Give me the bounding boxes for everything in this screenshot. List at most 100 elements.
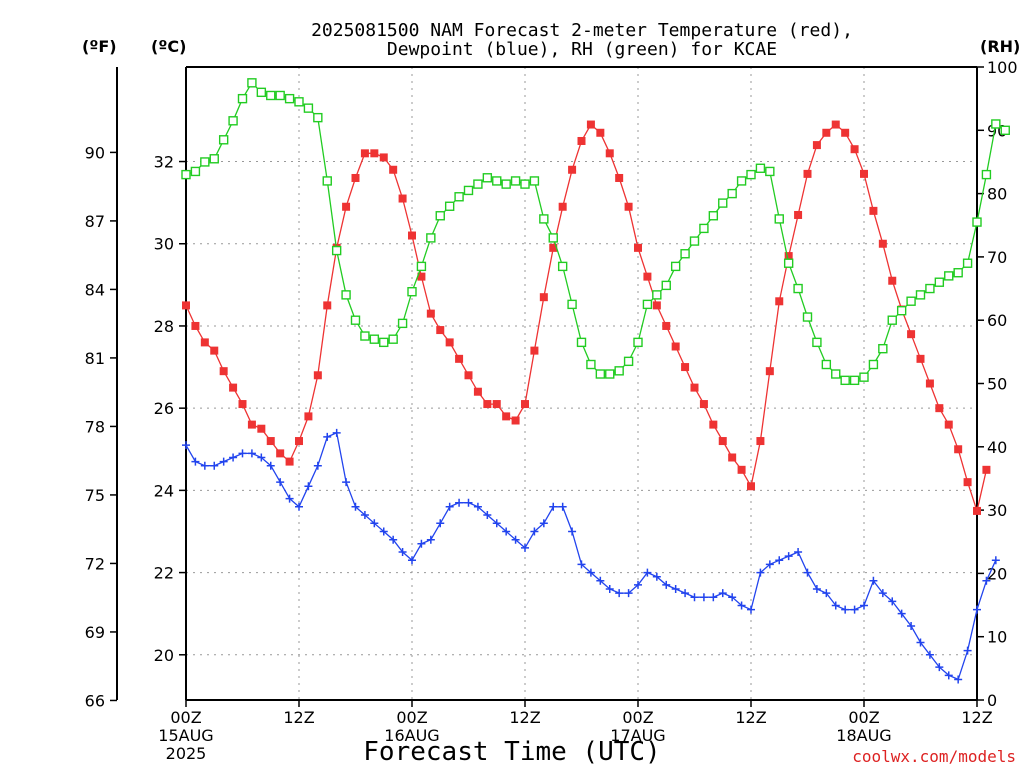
dewpoint-point [502,527,511,536]
temperature-point [982,465,991,474]
dewpoint-point [473,502,482,511]
temperature-point [389,165,398,174]
time-tick-label: 12Z [283,708,314,727]
rh-unit-label: (RH) [980,37,1020,56]
dewpoint-point [860,601,868,610]
rh-point [859,372,869,382]
rh-point [652,290,662,300]
rh-point [605,369,615,379]
temperature-point [709,420,718,429]
temperature-point [935,404,944,413]
rh-point [294,97,304,107]
dewpoint-point [238,449,247,458]
rh-point [699,223,709,234]
temperature-point [841,128,850,137]
temperature-point [615,173,624,182]
dewpoint-series [182,428,1000,684]
rh-point [247,78,257,88]
rh-point [444,201,455,211]
dewpoint-point [511,535,520,544]
time-tick-label: 00Z [622,708,653,727]
rh-point [689,236,700,246]
rh-point [586,359,596,370]
temperature-point [473,387,482,396]
rh-point [727,188,737,199]
dewpoint-point [191,457,200,466]
rh-point [680,249,690,259]
dewpoint-point [313,461,322,470]
dewpoint-point [963,646,972,655]
rh-point [802,312,813,322]
dewpoint-point [935,663,944,672]
temperature-point [219,367,228,376]
rh-point [623,356,634,367]
rh-point [284,93,295,104]
temperature-point [342,202,351,211]
dewpoint-point [304,482,313,491]
dewpoint-point [276,478,285,487]
dewpoint-point [266,461,275,470]
dewpoint-point [483,511,492,520]
temperature-point [200,338,209,347]
rh-line [185,81,1006,381]
chart-title-line2: Dewpoint (blue), RH (green) for KCAE [387,39,777,60]
fahrenheit-tick-label: 72 [85,554,105,573]
rh-point [567,299,577,310]
temperature-series [182,120,991,515]
temperature-point [436,326,445,335]
dewpoint-point [991,556,1000,565]
dewpoint-point [219,457,228,466]
temperature-point [690,383,699,392]
rh-point [661,280,671,291]
dewpoint-point [332,428,341,437]
fahrenheit-tick-label: 81 [85,349,105,368]
rh-point [313,112,323,123]
rh-point [510,176,521,186]
rh-point [755,163,766,173]
celsius-tick-label: 30 [154,235,174,254]
rh-point [718,198,728,208]
temperature-point [182,301,190,310]
year-tick-label: 2025 [166,744,207,763]
rh-point [454,192,464,202]
dewpoint-point [323,432,332,441]
rh-point [576,337,587,348]
temperature-point [756,437,765,446]
dewpoint-point [521,543,529,552]
dewpoint-point [737,601,746,610]
grid-lines [186,67,977,700]
temperature-point [502,412,511,421]
dewpoint-point [596,576,605,585]
rh-point [557,261,568,272]
rh-point [831,369,841,379]
rh-point [670,261,681,272]
time-tick-label: 00Z [848,708,879,727]
temperature-point [238,400,247,409]
dewpoint-point [624,589,633,598]
rh-tick-label: 70 [987,248,1007,267]
temperature-point [247,420,256,429]
rh-tick-label: 80 [987,185,1007,204]
rh-point [473,179,483,189]
dewpoint-point [803,568,812,577]
dewpoint-point [794,548,803,557]
temperature-point [360,149,369,158]
dewpoint-point [784,552,793,561]
temperature-point [351,173,360,182]
temperature-point [634,243,642,252]
dewpoint-point [709,593,718,602]
temperature-point [276,449,285,458]
dewpoint-point [464,498,473,507]
dewpoint-point [850,605,859,614]
rh-point [953,268,963,278]
temperature-point [426,309,435,318]
dewpoint-point [699,593,708,602]
fahrenheit-tick-label: 87 [85,212,105,231]
temperature-point [379,153,388,162]
date-tick-label: 15AUG [158,726,213,745]
rh-point [539,214,549,224]
rh-point [266,90,276,101]
rh-point [614,366,624,376]
dewpoint-point [360,511,369,520]
temperature-point [483,400,492,409]
